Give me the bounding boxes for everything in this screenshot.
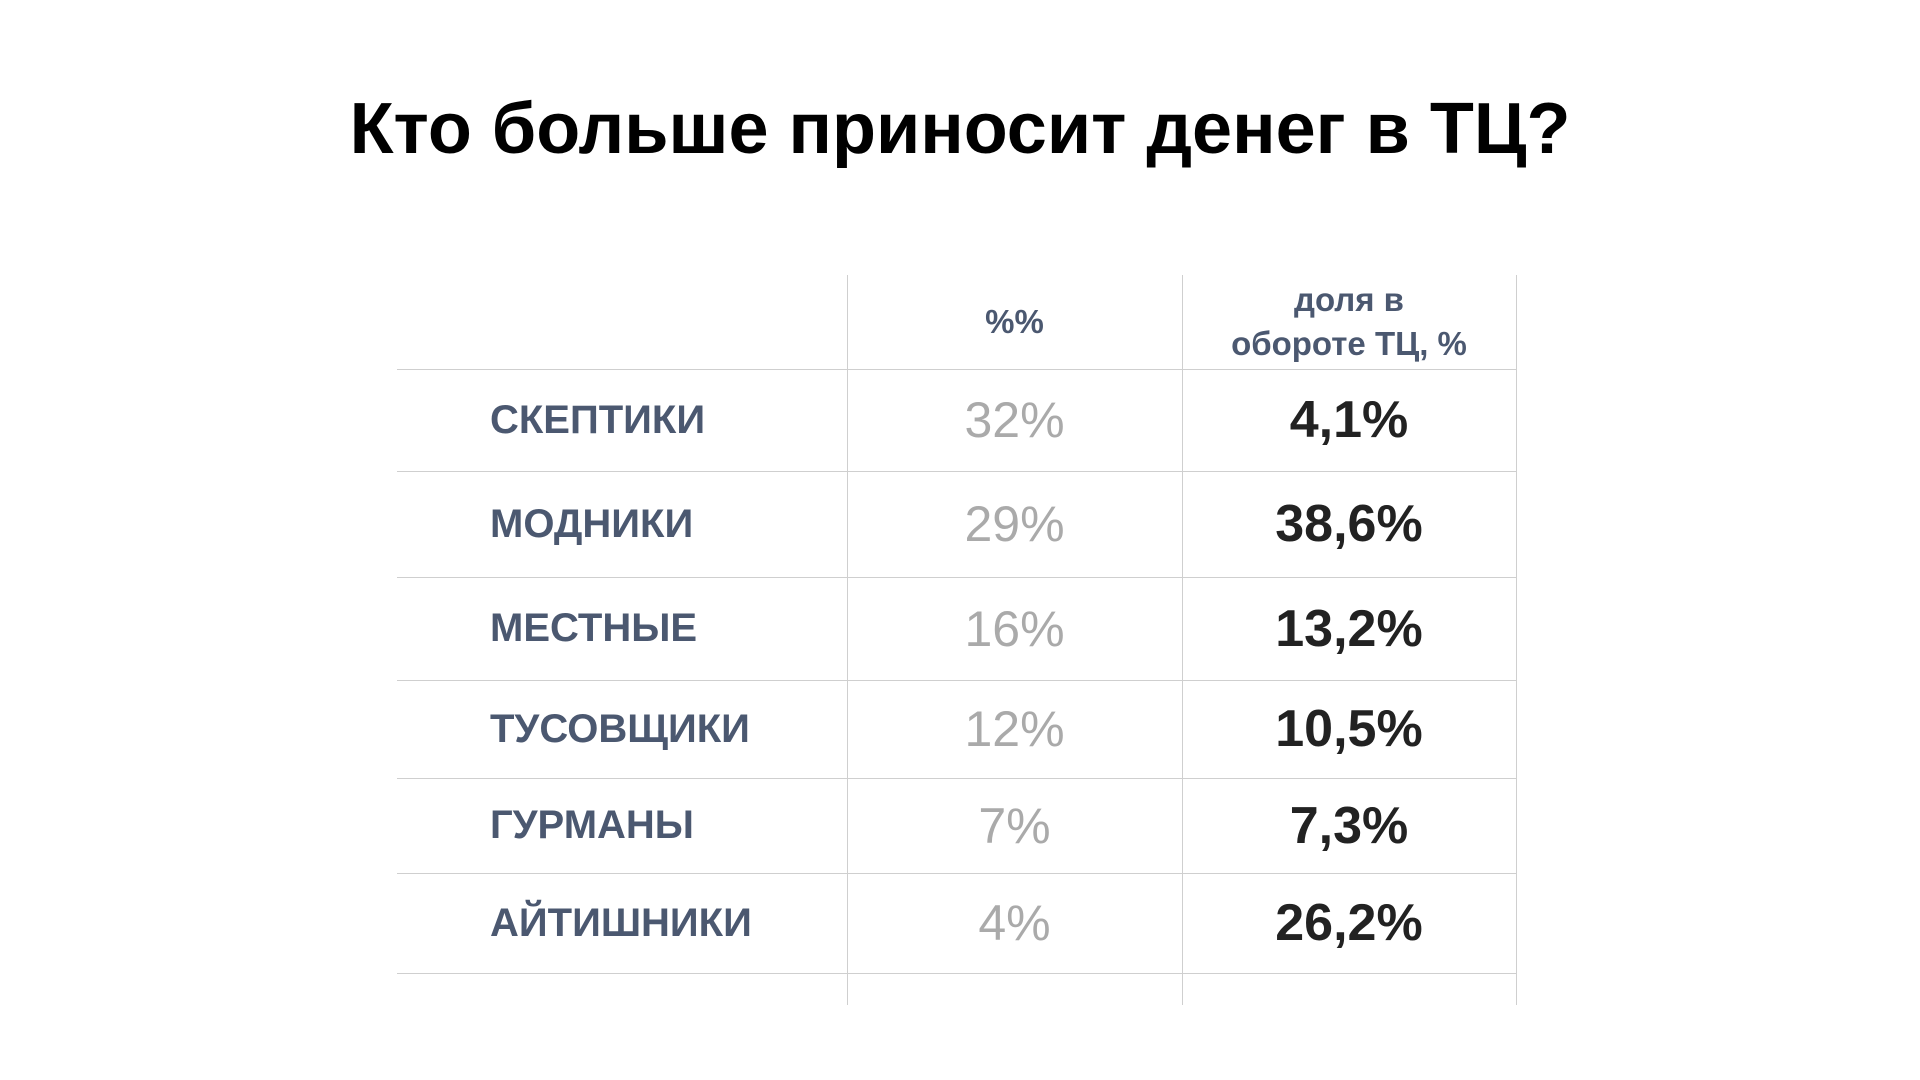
row-label: ТУСОВЩИКИ [490, 706, 750, 751]
share-cell: 16% [964, 600, 1065, 657]
row-label: АЙТИШНИКИ [490, 900, 752, 945]
share-cell: 7% [978, 797, 1051, 854]
row-line [397, 973, 1516, 974]
row-line [397, 577, 1516, 578]
title: Кто больше приносит денег в ТЦ? [349, 89, 1571, 169]
row-label: СКЕПТИКИ [490, 397, 706, 442]
row-label: МЕСТНЫЕ [490, 606, 698, 650]
share-cell: 32% [964, 392, 1065, 448]
column-line [1516, 275, 1517, 1005]
column-line [1182, 275, 1183, 1005]
row-label: МОДНИКИ [490, 501, 694, 546]
share-cell: 4% [978, 895, 1051, 951]
header-text: обороте ТЦ, % [1231, 325, 1467, 362]
column-line [847, 275, 848, 1005]
row-label: ГУРМАНЫ [490, 803, 694, 847]
row-line [397, 471, 1516, 472]
row-line [397, 680, 1516, 681]
header-cell: %% [847, 275, 1182, 369]
turnover-cell: 7,3% [1289, 796, 1409, 855]
turnover-cell: 10,5% [1275, 700, 1423, 758]
header-text: %% [985, 303, 1044, 340]
turnover-cell: 13,2% [1275, 599, 1423, 658]
turnover-cell: 26,2% [1275, 894, 1423, 952]
row-line [397, 873, 1516, 874]
header-text: доля в [1294, 281, 1404, 318]
row-line [397, 369, 1516, 370]
header-cell: доля в обороте ТЦ, % [1182, 275, 1516, 369]
share-cell: 29% [964, 496, 1065, 552]
turnover-cell: 38,6% [1275, 495, 1423, 553]
turnover-cell: 4,1% [1289, 391, 1409, 449]
share-cell: 12% [964, 701, 1065, 757]
row-line [397, 778, 1516, 779]
